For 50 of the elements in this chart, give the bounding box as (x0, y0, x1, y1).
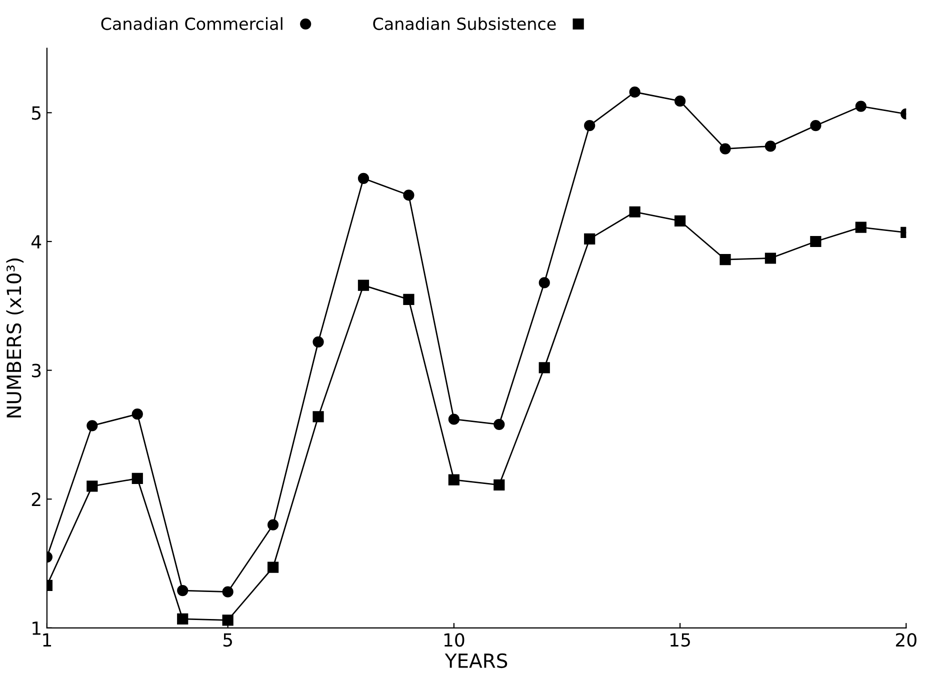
point (86, 480, 98, 492)
point (222, 614, 234, 626)
point (674, 215, 686, 226)
point (312, 336, 324, 348)
point (403, 190, 414, 201)
point (448, 474, 460, 486)
point (810, 236, 822, 248)
y-tick-label: 3 (32, 364, 41, 378)
y-tick-label: 4 (31, 235, 42, 248)
point (584, 120, 596, 132)
point (267, 519, 279, 530)
point (494, 418, 505, 430)
point (720, 254, 731, 266)
y-tick-label: 1 (32, 622, 40, 635)
point (538, 362, 550, 374)
legend-label: Canadian Commercial (101, 17, 282, 30)
point (86, 420, 98, 432)
point (494, 479, 505, 490)
y-tick-label: 5 (32, 106, 41, 120)
point (629, 86, 640, 98)
x-tick-label: 5 (223, 633, 232, 647)
point (267, 562, 279, 573)
point (720, 143, 731, 154)
point (629, 206, 640, 218)
point (358, 172, 370, 184)
point (358, 280, 370, 291)
point (538, 277, 550, 288)
point (312, 411, 324, 422)
x-tick-label: 10 (444, 633, 464, 647)
x-tick-label: 15 (670, 633, 690, 647)
point (855, 100, 866, 112)
point (764, 252, 776, 264)
x-axis-title: YEARS (444, 653, 508, 668)
point (222, 586, 234, 598)
point (855, 222, 866, 233)
y-tick-label: 2 (32, 492, 40, 506)
point (764, 140, 776, 152)
point (674, 96, 686, 107)
y-axis-title: NUMBERS (x10³) (6, 258, 24, 418)
point (448, 414, 460, 425)
point (177, 584, 188, 596)
point (403, 294, 414, 306)
x-tick-label: 20 (896, 633, 916, 647)
point (132, 408, 143, 420)
point (810, 120, 822, 132)
legend-label: Canadian Subsistence (373, 17, 556, 30)
point (584, 233, 596, 244)
point (177, 613, 188, 624)
point (132, 472, 143, 484)
x-tick-label: 1 (43, 633, 52, 646)
